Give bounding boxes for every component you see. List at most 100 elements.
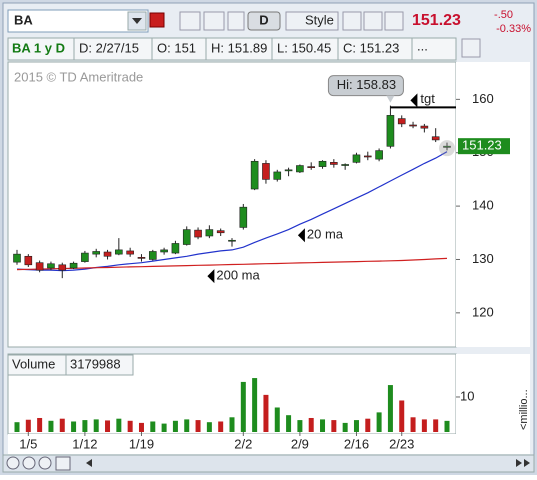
icon-button[interactable] (227, 11, 245, 31)
label-marker (297, 228, 305, 243)
link-button[interactable] (149, 12, 165, 28)
volume-bar (444, 420, 450, 432)
volume-title: Volume (12, 356, 55, 371)
icon-button[interactable] (203, 11, 225, 31)
candle-body (262, 163, 270, 180)
candle-body (284, 169, 293, 172)
volume-bar (116, 418, 122, 432)
label-marker (207, 269, 215, 284)
volume-bar (37, 417, 43, 432)
series-label: 200 ma (216, 268, 260, 283)
x-tick-label: 2/23 (389, 436, 414, 451)
candle-body (137, 257, 146, 259)
x-axis-area (8, 434, 530, 454)
icon-button[interactable] (179, 11, 201, 31)
volume-bar (308, 417, 314, 432)
candle-body (126, 250, 134, 255)
zoom-button[interactable] (38, 456, 52, 470)
volume-bar (410, 417, 416, 432)
zoom-button[interactable] (22, 456, 36, 470)
volume-title-box (7, 354, 134, 376)
volume-bar (387, 385, 393, 432)
volume-bar (376, 412, 382, 432)
header-low: L: 150.45 (277, 40, 331, 55)
candle-body (307, 166, 316, 168)
x-tick-label: 1/19 (129, 436, 154, 451)
last-price: 151.23 (412, 12, 461, 29)
candle-body (205, 229, 214, 237)
candle-body (443, 145, 451, 148)
volume-bar (93, 419, 99, 432)
scroll-end[interactable] (524, 459, 530, 467)
icon-button[interactable] (342, 11, 362, 31)
volume-bar (353, 420, 359, 432)
y-tick-label: 120 (472, 304, 494, 319)
candle-body (250, 160, 259, 190)
candle-body (363, 155, 372, 158)
candle-body (115, 249, 123, 255)
icon-button[interactable] (363, 11, 383, 31)
candle-body (273, 171, 282, 180)
moving-average (16, 151, 448, 272)
volume-bar (365, 418, 371, 432)
candle-body (352, 154, 361, 163)
last-price-label: 151.23 (462, 138, 502, 153)
volume-bar (252, 378, 258, 432)
header-more: ... (417, 38, 428, 53)
last-price-box (458, 138, 510, 155)
volume-bar (229, 417, 235, 432)
candle-body (239, 206, 248, 228)
volume-bar (320, 419, 326, 432)
volume-bar (263, 394, 269, 432)
price-axis-area (456, 62, 530, 347)
icon-button[interactable] (384, 11, 404, 31)
style-button[interactable] (285, 11, 339, 31)
volume-bar (184, 419, 190, 432)
candle-body (47, 263, 55, 269)
y-tick-label: 160 (472, 91, 494, 106)
candle-body (318, 160, 327, 167)
volume-bar (286, 415, 292, 432)
header-row (7, 37, 457, 61)
candle-body (375, 150, 383, 160)
candle-body (13, 253, 21, 263)
symbol-input[interactable] (7, 9, 149, 33)
change: -.50 (494, 9, 513, 21)
header-open: O: 151 (157, 40, 196, 55)
candle-body (330, 162, 338, 165)
scroll-right[interactable] (516, 459, 522, 467)
volume-bar (195, 420, 201, 432)
volume-bar (127, 420, 133, 432)
symbol: BA (14, 12, 33, 27)
volume-axis-area (456, 354, 530, 434)
y-axis-label: <millio... (518, 389, 530, 430)
price-pane (7, 61, 457, 348)
candle-body (386, 115, 395, 147)
dropdown-arrow (132, 18, 142, 24)
x-tick-label: 2/2 (234, 436, 252, 451)
high-bubble (327, 75, 404, 97)
volume-bar (240, 381, 246, 432)
candle-body (228, 239, 236, 242)
symbol-label: BA 1 y D (12, 40, 65, 55)
volume-bar (331, 420, 337, 432)
y-tick-label: 130 (472, 251, 494, 266)
scroll-left[interactable] (86, 459, 92, 467)
candle-body (420, 125, 429, 129)
volume-bar (25, 419, 31, 432)
volume-bar (71, 421, 77, 432)
candle-body (81, 252, 89, 262)
settings-button[interactable] (461, 38, 481, 58)
scrollbar[interactable] (2, 454, 535, 473)
x-tick-label: 2/16 (344, 436, 369, 451)
zoom-button[interactable] (6, 456, 20, 470)
volume-bar (59, 418, 65, 432)
aggregation-button[interactable] (247, 11, 281, 31)
moving-average (16, 257, 448, 271)
candle-body (194, 229, 202, 238)
volume-bar (161, 423, 167, 432)
text-button[interactable] (55, 456, 71, 471)
volume-bar (206, 422, 212, 432)
volume-bar (150, 421, 156, 432)
